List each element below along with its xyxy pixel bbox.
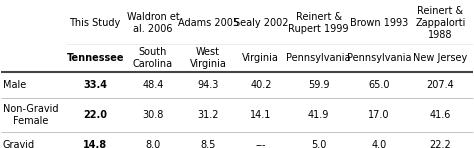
Text: Adams 2005: Adams 2005: [178, 18, 239, 28]
Text: 65.0: 65.0: [368, 80, 390, 90]
Text: 207.4: 207.4: [427, 80, 454, 90]
Text: 40.2: 40.2: [250, 80, 272, 90]
Text: 30.8: 30.8: [142, 110, 164, 120]
Text: 8.0: 8.0: [145, 140, 161, 148]
Text: Gravid: Gravid: [3, 140, 35, 148]
Text: 22.0: 22.0: [83, 110, 107, 120]
Text: Pennsylvania: Pennsylvania: [346, 53, 411, 63]
Text: Waldron et
al. 2006: Waldron et al. 2006: [127, 12, 179, 34]
Text: South
Carolina: South Carolina: [133, 47, 173, 69]
Text: 22.2: 22.2: [429, 140, 451, 148]
Text: 31.2: 31.2: [197, 110, 219, 120]
Text: 17.0: 17.0: [368, 110, 390, 120]
Text: Male: Male: [3, 80, 26, 90]
Text: Reinert &
Zappalorti
1988: Reinert & Zappalorti 1988: [415, 6, 465, 40]
Text: ---: ---: [255, 140, 266, 148]
Text: 59.9: 59.9: [308, 80, 329, 90]
Text: 94.3: 94.3: [198, 80, 219, 90]
Text: West
Virginia: West Virginia: [190, 47, 227, 69]
Text: Reinert &
Rupert 1999: Reinert & Rupert 1999: [288, 12, 349, 34]
Text: Tennessee: Tennessee: [66, 53, 124, 63]
Text: Sealy 2002: Sealy 2002: [234, 18, 288, 28]
Text: Brown 1993: Brown 1993: [350, 18, 408, 28]
Text: This Study: This Study: [70, 18, 121, 28]
Text: 48.4: 48.4: [142, 80, 164, 90]
Text: Virginia: Virginia: [242, 53, 279, 63]
Text: 5.0: 5.0: [311, 140, 326, 148]
Text: 14.1: 14.1: [250, 110, 272, 120]
Text: 4.0: 4.0: [371, 140, 386, 148]
Text: 41.6: 41.6: [429, 110, 451, 120]
Text: 8.5: 8.5: [201, 140, 216, 148]
Text: Non-Gravid
Female: Non-Gravid Female: [3, 104, 58, 126]
Text: New Jersey: New Jersey: [413, 53, 467, 63]
Text: 33.4: 33.4: [83, 80, 107, 90]
Text: Pennsylvania: Pennsylvania: [286, 53, 351, 63]
Text: 41.9: 41.9: [308, 110, 329, 120]
Text: 14.8: 14.8: [83, 140, 107, 148]
